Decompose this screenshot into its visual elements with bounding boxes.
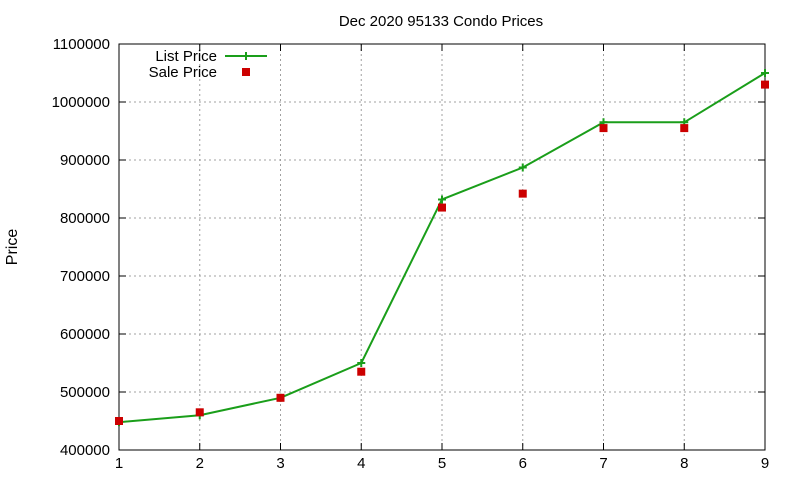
legend-marker-list-price (242, 52, 250, 60)
y-tick-label: 400000 (60, 442, 110, 459)
x-tick-label: 1 (115, 455, 123, 472)
sale-price-point (195, 408, 204, 417)
list-price-point (518, 163, 527, 172)
y-tick-label: 1100000 (53, 36, 110, 53)
sale-price-point (680, 124, 689, 133)
grid (119, 44, 765, 450)
x-ticks: 1 2 3 4 5 6 7 8 9 (115, 44, 769, 472)
list-price-point (357, 359, 366, 367)
y-tick-label: 1000000 (52, 94, 110, 111)
y-ticks: 400000 500000 600000 700000 800000 900000 1000… (52, 36, 765, 459)
sale-price-point (357, 367, 366, 376)
legend-marker-sale-price (242, 68, 250, 76)
chart-title: Dec 2020 95133 Condo Prices (339, 13, 543, 30)
x-tick-label: 9 (761, 455, 769, 472)
x-tick-label: 7 (599, 455, 607, 472)
sale-price-point (276, 393, 285, 402)
x-tick-label: 8 (680, 455, 688, 472)
legend-label-sale-price: Sale Price (149, 64, 217, 81)
y-axis-label: Price (4, 229, 21, 266)
sale-price-point (761, 80, 769, 89)
x-tick-label: 3 (276, 455, 284, 472)
x-tick-label: 4 (357, 455, 365, 472)
x-tick-label: 5 (438, 455, 446, 472)
series-layer (115, 69, 769, 427)
sale-price-point (115, 417, 123, 425)
list-price-point (438, 195, 446, 204)
sale-price-point (438, 203, 446, 212)
list-price-point (761, 69, 769, 77)
y-tick-label: 900000 (60, 152, 110, 169)
sale-price-point (518, 189, 527, 198)
legend: List Price Sale Price (149, 48, 267, 81)
y-tick-label: 800000 (60, 210, 110, 227)
y-tick-label: 500000 (60, 384, 110, 401)
x-tick-label: 6 (519, 455, 527, 472)
x-tick-label: 2 (196, 455, 204, 472)
y-tick-label: 600000 (60, 326, 110, 343)
y-tick-label: 700000 (60, 268, 110, 285)
legend-label-list-price: List Price (155, 48, 217, 65)
sale-price-point (599, 124, 608, 133)
